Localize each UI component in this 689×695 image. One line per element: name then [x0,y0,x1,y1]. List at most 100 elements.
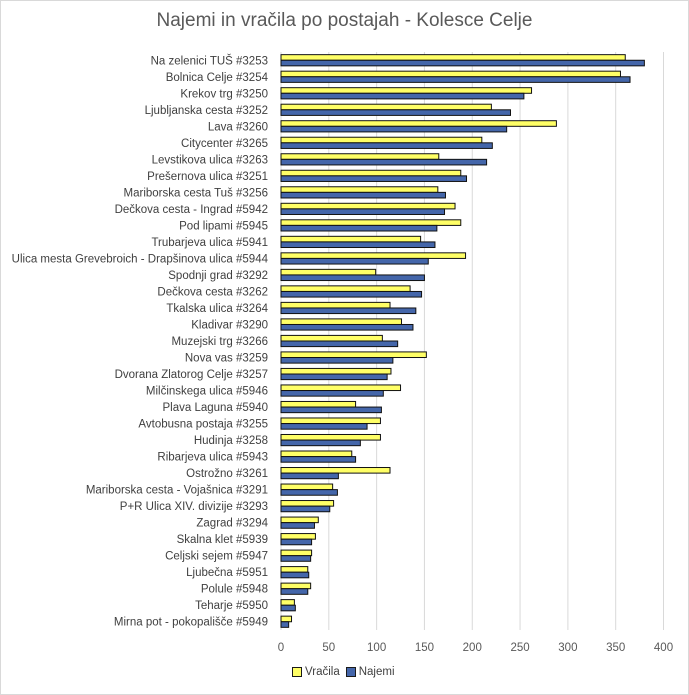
bar-najemi [280,621,290,628]
x-tick-label: 50 [322,642,335,654]
legend-label-vracila: Vračila [305,666,340,678]
bar-vracila [280,120,557,127]
bar-vracila [280,351,427,359]
bar-najemi [280,472,339,480]
bar-najemi [280,224,438,232]
category-label: Citycenter #3265 [181,138,268,150]
bar-vracila [280,483,334,491]
bar-najemi [280,142,493,149]
legend-item-najemi: Najemi [345,666,395,678]
bar-vracila [280,467,391,474]
bar-vracila [280,54,626,61]
category-label: Muzejski trg #3266 [171,336,268,348]
bar-najemi [280,390,384,397]
x-tick-label: 350 [606,642,625,654]
bar-najemi [280,340,399,348]
bar-vracila [280,549,313,557]
x-tick-label: 0 [278,642,284,654]
bars [280,54,645,628]
category-label: Mariborska cesta - Vojašnica #3291 [86,485,268,497]
category-label: Prešernova ulica #3251 [147,171,268,183]
category-label: Ribarjeva ulica #5943 [157,452,268,464]
bar-najemi [280,208,446,215]
bar-vracila [280,301,391,309]
bar-najemi [280,439,361,447]
category-label: Ljubljanska cesta #3252 [145,105,268,117]
bar-najemi [280,522,315,529]
category-label: Krekov trg #3250 [180,88,268,100]
bar-najemi [280,555,312,562]
legend: Vračila Najemi [292,666,395,678]
bar-vracila [280,103,492,111]
chart-title: Najemi in vračila po postajah - Kolesce … [156,10,533,31]
category-label: Lava #3260 [208,121,268,133]
bar-najemi [280,257,429,265]
bar-najemi [280,406,382,414]
bar-najemi [280,423,368,430]
bar-vracila [280,516,319,524]
bar-vracila [280,252,467,259]
category-label: Avtobusna postaja #3255 [138,419,268,431]
bar-vracila [280,186,439,193]
bar-najemi [280,92,525,100]
category-label: Trubarjeva ulica #5941 [151,237,268,249]
category-label: Dvorana Zlatorog Celje #3257 [115,369,268,381]
bar-najemi [280,604,296,612]
category-label: Ulica mesta Grevebroich - Drapšinova uli… [12,253,269,265]
bar-najemi [280,76,631,83]
x-tick-label: 100 [367,642,386,654]
category-label: Milčinskega ulica #5946 [146,386,268,398]
category-label: Dečkova cesta - Ingrad #5942 [115,204,268,216]
bar-vracila [280,70,621,78]
category-label: Kladivar #3290 [191,319,268,331]
bar-najemi [280,456,357,463]
bar-vracila [280,417,381,425]
legend-swatch-najemi [345,667,356,677]
bar-vracila [280,433,381,441]
bar-najemi [280,59,645,67]
bar-najemi [280,109,511,116]
bar-najemi [280,125,508,133]
bar-najemi [280,274,425,282]
bar-vracila [280,136,483,144]
bar-vracila [280,533,316,540]
bar-najemi [280,290,423,298]
x-tick-label: 150 [415,642,434,654]
category-label: Ostrožno #3261 [186,468,268,480]
bar-vracila [280,400,357,408]
x-tick-label: 300 [558,642,577,654]
category-label: Spodnji grad #3292 [168,270,268,282]
category-labels: Na zelenici TUŠ #3253 Bolnica Celje #3254… [12,54,269,628]
category-label: Teharje #5950 [195,600,268,612]
category-label: Mariborska cesta Tuš #3256 [124,187,268,199]
bar-najemi [280,571,310,579]
bar-najemi [280,175,468,182]
bar-najemi [280,241,436,249]
bar-najemi [280,323,414,331]
bar-najemi [280,489,338,496]
category-label: Na zelenici TUŠ #3253 [151,54,268,67]
category-label: Plava Laguna #5940 [162,402,268,414]
category-label: Tkalska ulica #3264 [166,303,268,315]
x-axis-tick-labels: 0 50 100 150 200 250 300 350 400 [278,642,673,654]
legend-item-vracila: Vračila [292,666,340,678]
bar-vracila [280,615,293,623]
bar-vracila [280,202,456,210]
bar-vracila [280,566,309,573]
category-label: Zagrad #3294 [196,518,268,530]
x-tick-label: 400 [654,642,673,654]
bar-vracila [280,153,440,160]
bar-vracila [280,450,353,458]
bar-vracila [280,285,411,292]
bar-vracila [280,169,462,177]
bar-vracila [280,219,462,226]
category-label: Dečkova cesta #3262 [157,286,268,298]
category-label: Mirna pot - pokopališče #5949 [114,617,268,629]
bar-vracila [280,235,422,243]
legend-label-najemi: Najemi [358,666,395,678]
bar-vracila [280,334,383,342]
category-label: Pod lipami #5945 [179,220,268,232]
category-label: Skalna klet #5939 [177,534,268,546]
bar-najemi [280,505,331,513]
